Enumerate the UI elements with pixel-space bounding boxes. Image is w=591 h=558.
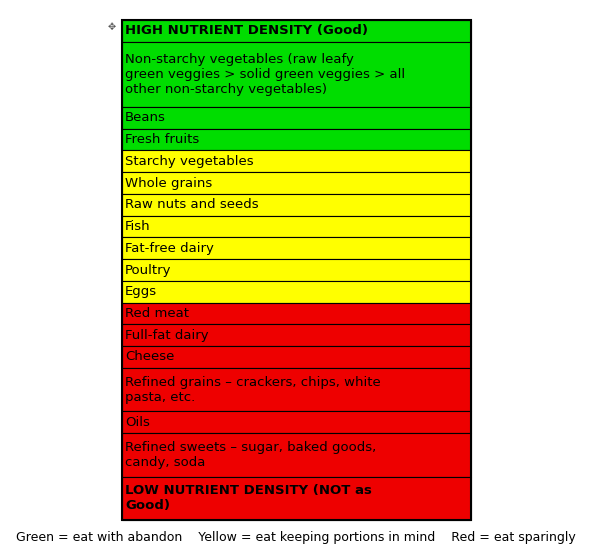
Text: Fish: Fish: [125, 220, 151, 233]
Bar: [122, 346, 471, 368]
Bar: [122, 433, 471, 477]
Text: Beans: Beans: [125, 112, 166, 124]
Text: HIGH NUTRIENT DENSITY (Good): HIGH NUTRIENT DENSITY (Good): [125, 25, 368, 37]
Bar: [122, 107, 471, 129]
Bar: [122, 259, 471, 281]
Text: Cheese: Cheese: [125, 350, 174, 363]
Text: Refined grains – crackers, chips, white
pasta, etc.: Refined grains – crackers, chips, white …: [125, 376, 381, 403]
Text: Refined sweets – sugar, baked goods,
candy, soda: Refined sweets – sugar, baked goods, can…: [125, 441, 376, 469]
Bar: [122, 172, 471, 194]
Bar: [122, 368, 471, 411]
Text: Fresh fruits: Fresh fruits: [125, 133, 199, 146]
Bar: [122, 281, 471, 302]
Bar: [122, 151, 471, 172]
Bar: [122, 324, 471, 346]
Text: Full-fat dairy: Full-fat dairy: [125, 329, 209, 341]
Text: Starchy vegetables: Starchy vegetables: [125, 155, 254, 168]
Text: Oils: Oils: [125, 416, 150, 429]
Text: Red meat: Red meat: [125, 307, 189, 320]
Text: LOW NUTRIENT DENSITY (NOT as
Good): LOW NUTRIENT DENSITY (NOT as Good): [125, 484, 372, 512]
Text: Eggs: Eggs: [125, 285, 157, 298]
Bar: [122, 20, 471, 520]
Bar: [122, 411, 471, 433]
Text: Non-starchy vegetables (raw leafy
green veggies > solid green veggies > all
othe: Non-starchy vegetables (raw leafy green …: [125, 53, 405, 96]
Text: Whole grains: Whole grains: [125, 176, 212, 190]
Bar: [122, 42, 471, 107]
Text: ✥: ✥: [108, 22, 116, 32]
Bar: [122, 237, 471, 259]
Bar: [122, 215, 471, 237]
Bar: [122, 302, 471, 324]
Text: Fat-free dairy: Fat-free dairy: [125, 242, 214, 255]
Text: Green = eat with abandon    Yellow = eat keeping portions in mind    Red = eat s: Green = eat with abandon Yellow = eat ke…: [15, 532, 576, 545]
Bar: [122, 129, 471, 151]
Text: Poultry: Poultry: [125, 263, 171, 277]
Bar: [122, 477, 471, 520]
Bar: [122, 20, 471, 42]
Text: Raw nuts and seeds: Raw nuts and seeds: [125, 198, 259, 211]
Bar: [122, 194, 471, 215]
